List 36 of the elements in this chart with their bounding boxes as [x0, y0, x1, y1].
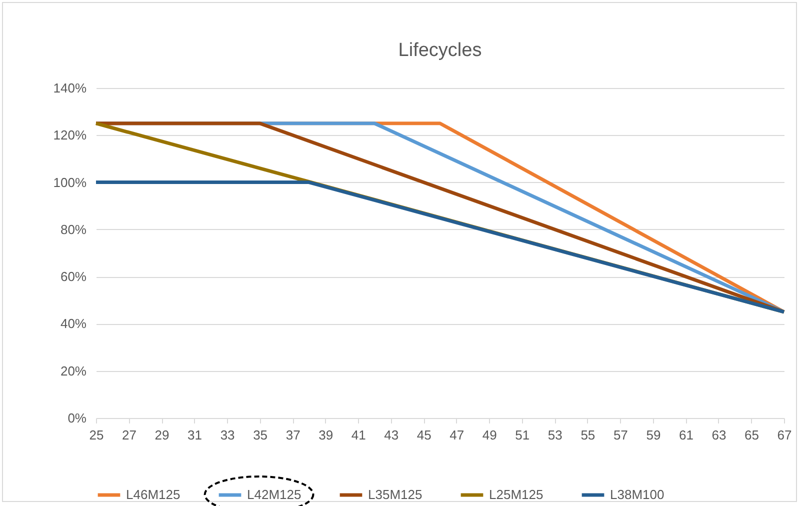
x-tick-label: 33 [220, 428, 235, 442]
legend-label: L35M125 [368, 487, 422, 502]
x-tick-label: 39 [318, 428, 334, 442]
x-tick-label: 43 [384, 428, 399, 442]
x-tick-label: 45 [416, 428, 432, 442]
legend-label: L38M100 [610, 487, 664, 502]
y-tick-label: 20% [60, 363, 87, 378]
x-tick-label: 31 [188, 428, 202, 442]
y-tick-label: 120% [53, 128, 87, 143]
x-tick-label: 41 [351, 428, 366, 442]
x-tick-label: 67 [777, 428, 792, 442]
legend-label: L25M125 [489, 487, 544, 502]
x-tick-label: 37 [286, 428, 300, 442]
chart-title: Lifecycles [398, 40, 482, 61]
x-tick-label: 35 [253, 428, 268, 442]
y-tick-label: 80% [60, 222, 87, 237]
x-tick-label: 25 [89, 428, 104, 442]
x-tick-label: 47 [450, 428, 464, 442]
y-tick-label: 140% [53, 80, 87, 96]
y-tick-label: 100% [53, 174, 87, 190]
legend-label: L42M125 [247, 487, 302, 502]
x-tick-label: 49 [482, 428, 497, 442]
x-tick-label: 65 [744, 428, 759, 442]
x-tick-label: 29 [154, 428, 170, 442]
x-tick-label: 51 [515, 428, 530, 442]
legend-label: L46M125 [126, 487, 180, 502]
y-tick-label: 40% [60, 316, 87, 332]
x-tick-label: 27 [122, 428, 136, 442]
x-tick-label: 63 [712, 428, 726, 442]
x-tick-label: 53 [548, 428, 562, 442]
x-tick-label: 59 [646, 428, 661, 442]
y-tick-label: 60% [60, 269, 87, 284]
x-tick-label: 55 [580, 428, 596, 442]
x-tick-label: 61 [678, 428, 694, 442]
x-tick-label: 57 [613, 428, 628, 442]
y-tick-label: 0% [68, 410, 87, 426]
